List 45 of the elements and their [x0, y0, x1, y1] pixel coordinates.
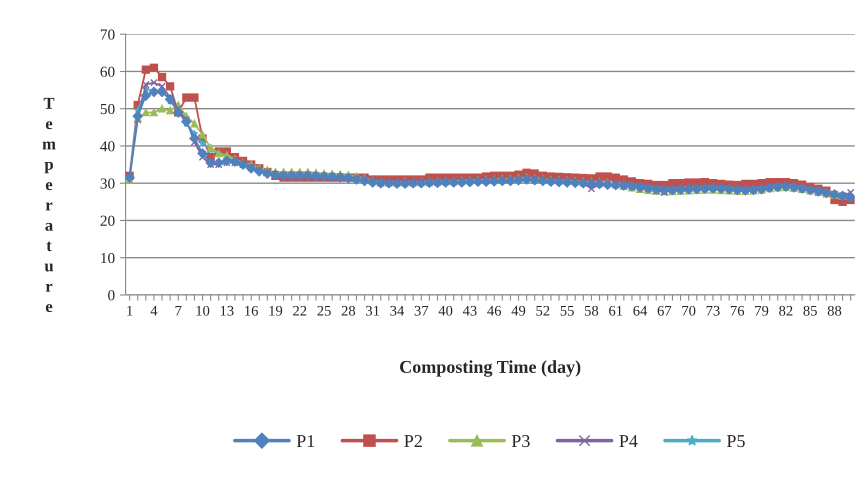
x-tick-label: 10: [196, 306, 210, 316]
x-tick-label: 49: [512, 306, 526, 316]
x-tick-label: 88: [828, 306, 842, 316]
x-tick-label: 52: [536, 306, 550, 316]
x-tick-label: 28: [342, 306, 356, 316]
x-tick-label: 70: [682, 306, 696, 316]
x-tick-label: 7: [176, 306, 182, 316]
y-tick-label: 60: [100, 66, 115, 77]
x-tick-label: 61: [609, 306, 622, 316]
x-tick-label: 31: [366, 306, 380, 316]
y-tick-label: 70: [100, 29, 115, 40]
y-tick-label: 30: [100, 178, 115, 189]
legend-label: P5: [726, 435, 745, 448]
x-tick-label: 73: [706, 306, 720, 316]
x-axis-title: Composting Time (day): [400, 360, 580, 377]
y-tick-label: 10: [101, 252, 115, 264]
x-tick-label: 58: [584, 306, 598, 316]
x-tick-label: 43: [462, 306, 477, 316]
x-tick-label: 16: [245, 306, 258, 316]
y-tick-label: 20: [100, 216, 115, 226]
y-tick-label: 50: [100, 104, 115, 114]
x-tick-label: 40: [438, 306, 452, 316]
x-tick-label: 55: [560, 306, 574, 316]
legend-label: P2: [404, 435, 422, 447]
x-tick-label: 22: [293, 306, 306, 316]
y-tick-label: 0: [108, 290, 115, 300]
x-tick-label: 19: [269, 306, 282, 316]
text: Temperature: [42, 98, 56, 312]
x-tick-label: 76: [730, 306, 744, 316]
x-tick-label: 79: [755, 306, 768, 316]
x-tick-label: 34: [390, 306, 404, 316]
legend-label: P3: [512, 435, 530, 448]
legend-label: P1: [296, 435, 314, 447]
x-tick-label: 67: [658, 306, 672, 316]
x-tick-label: 85: [803, 306, 817, 316]
x-tick-label: 13: [220, 306, 234, 316]
x-tick-label: 82: [779, 306, 792, 316]
x-tick-label: 4: [150, 306, 158, 316]
x-tick-label: 37: [414, 306, 428, 316]
y-tick-label: 40: [100, 141, 115, 152]
x-tick-label: 1: [127, 306, 132, 316]
legend-label: P4: [619, 435, 638, 447]
x-tick-label: 46: [487, 306, 502, 316]
x-tick-label: 64: [633, 306, 648, 316]
x-tick-label: 25: [317, 306, 331, 316]
